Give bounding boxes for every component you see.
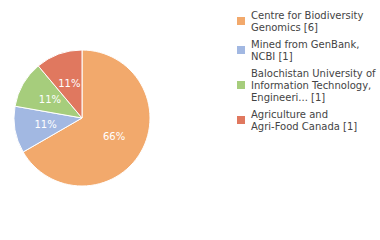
svg-text:Genomics [6]: Genomics [6]: [251, 22, 318, 33]
svg-text:11%: 11%: [58, 78, 80, 89]
svg-text:Agriculture and: Agriculture and: [251, 109, 331, 120]
svg-text:11%: 11%: [39, 94, 61, 105]
svg-text:Centre for Biodiversity: Centre for Biodiversity: [251, 10, 367, 21]
svg-text:Mined from GenBank,: Mined from GenBank,: [251, 39, 363, 50]
svg-text:Information Technology,: Information Technology,: [251, 80, 374, 91]
svg-text:Engineeri... [1]: Engineeri... [1]: [251, 92, 325, 103]
svg-text:Balochistan University of: Balochistan University of: [251, 68, 379, 79]
svg-text:66%: 66%: [103, 131, 125, 142]
svg-text:NCBI [1]: NCBI [1]: [251, 51, 293, 62]
svg-text:11%: 11%: [34, 119, 56, 130]
svg-text:Agri-Food Canada [1]: Agri-Food Canada [1]: [251, 121, 357, 132]
